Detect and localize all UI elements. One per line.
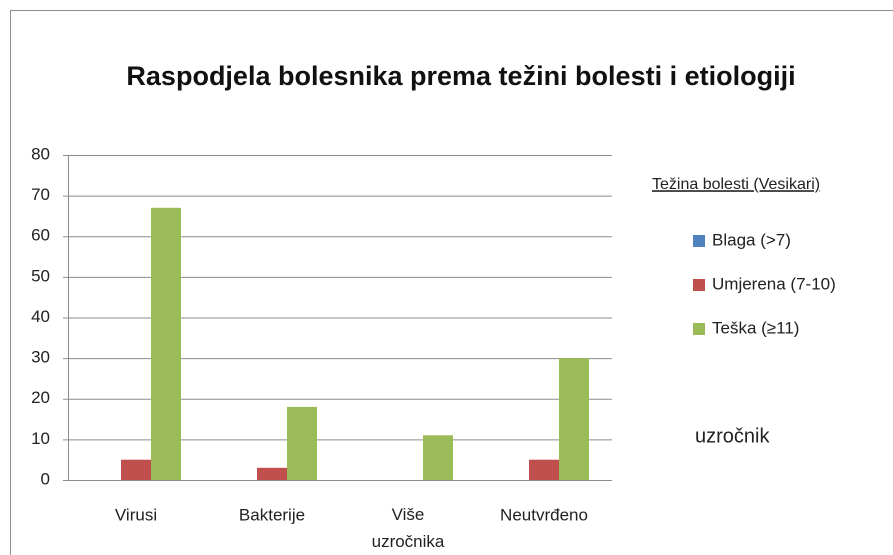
legend-label: Teška (≥11) (712, 318, 799, 337)
legend-swatch (693, 235, 705, 247)
x-tick-label: Virusi (115, 505, 157, 524)
legend-title: Težina bolesti (Vesikari) (652, 176, 820, 193)
bar (423, 435, 453, 480)
chart-title: Raspodjela bolesnika prema težini bolest… (126, 61, 795, 91)
y-tick-label: 10 (31, 429, 50, 448)
legend-label: Blaga (>7) (712, 230, 791, 249)
annotation: uzročnik (695, 425, 770, 447)
y-tick-label: 50 (31, 266, 50, 285)
x-tick-label: Više uzročnika (372, 505, 445, 551)
y-tick-label: 0 (41, 469, 50, 488)
y-tick-label: 30 (31, 348, 50, 367)
bar (529, 459, 559, 480)
bar (257, 467, 287, 480)
x-tick-label: Neutvrđeno (500, 505, 588, 524)
y-tick-label: 40 (31, 307, 50, 326)
bar (121, 459, 151, 480)
y-tick-label: 70 (31, 185, 50, 204)
legend-swatch (693, 279, 705, 291)
bar (151, 207, 181, 480)
legend-label: Umjerena (7-10) (712, 274, 836, 293)
y-tick-label: 60 (31, 226, 50, 245)
y-tick-label: 80 (31, 144, 50, 163)
y-tick-label: 20 (31, 388, 50, 407)
legend-swatch (693, 323, 705, 335)
x-tick-label: Bakterije (239, 505, 305, 524)
bar (559, 358, 589, 480)
bar (287, 406, 317, 480)
